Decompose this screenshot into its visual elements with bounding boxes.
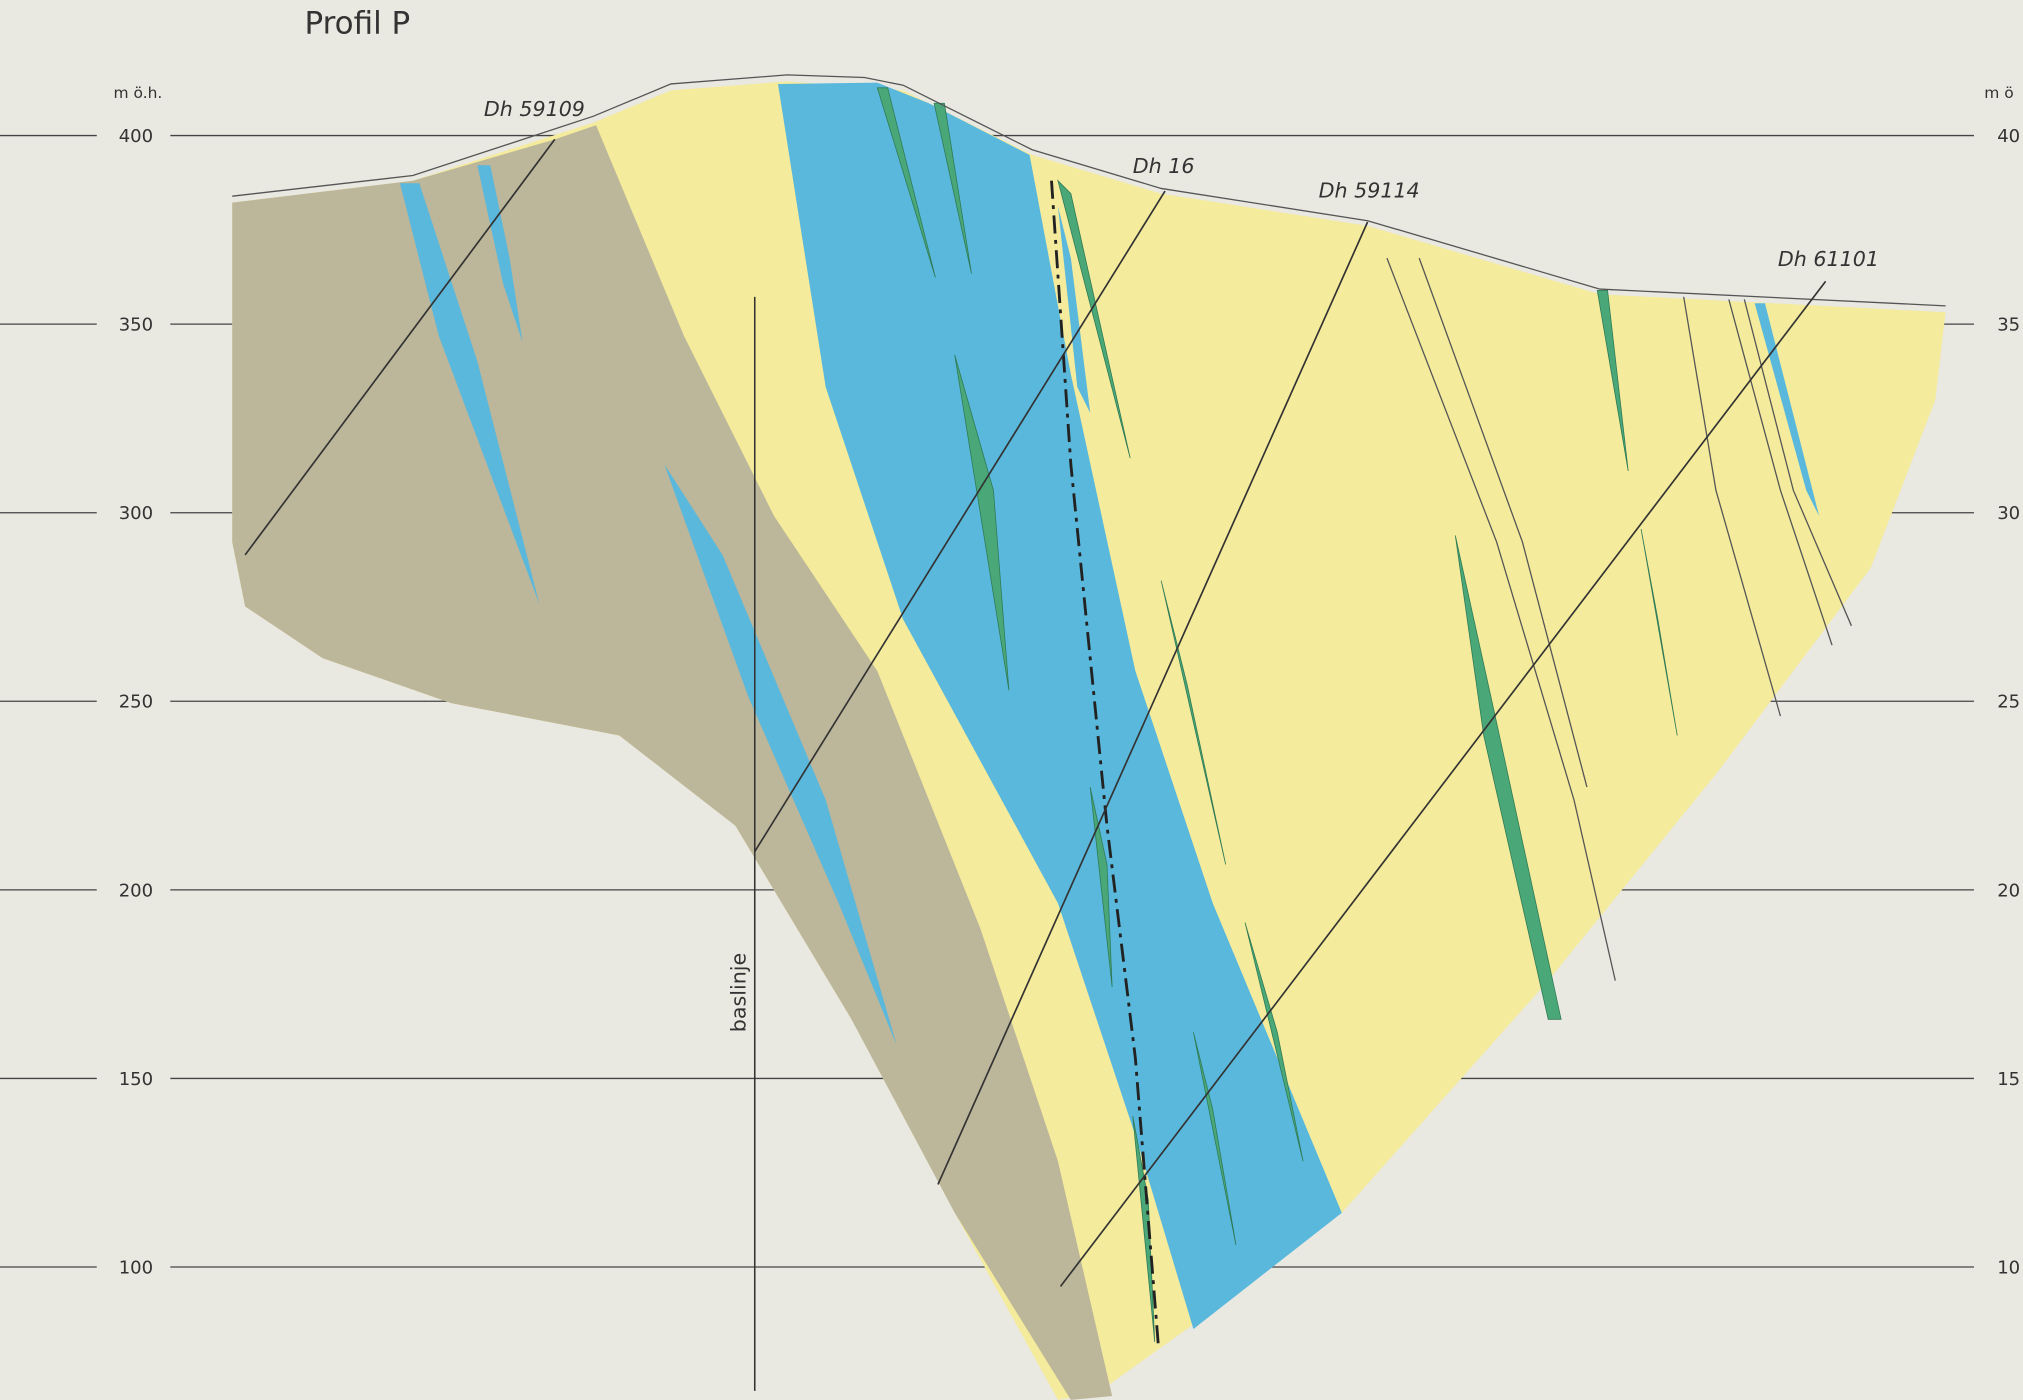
left-tick-label: 100 bbox=[119, 1257, 153, 1278]
blue-band bbox=[777, 82, 1342, 1329]
contacts bbox=[1386, 257, 1852, 981]
left-tick-label: 350 bbox=[119, 315, 153, 336]
drillhole-labels: Dh 59109 Dh 16 Dh 59114 Dh 61101 bbox=[484, 97, 1879, 271]
right-tick-label: 10 bbox=[1997, 1257, 2020, 1278]
baseline-label: baslinje bbox=[727, 953, 751, 1032]
grey-unit bbox=[232, 125, 1113, 1400]
green-lenses bbox=[876, 87, 1678, 1342]
drillhole-label: Dh 61101 bbox=[1778, 247, 1879, 271]
left-tick-label: 250 bbox=[119, 692, 153, 713]
left-tick-label: 300 bbox=[119, 503, 153, 524]
surface-line bbox=[232, 74, 1946, 307]
left-unit: m ö.h. bbox=[114, 84, 163, 102]
drillhole-label: Dh 16 bbox=[1133, 154, 1195, 178]
drillhole-label: Dh 59109 bbox=[484, 97, 585, 121]
right-tick-label: 15 bbox=[1997, 1069, 2020, 1090]
fault bbox=[1050, 180, 1160, 1349]
drillhole-label: Dh 59114 bbox=[1319, 178, 1420, 202]
left-tick-label: 150 bbox=[119, 1069, 153, 1090]
left-tick-label: 400 bbox=[119, 126, 153, 147]
right-tick-label: 25 bbox=[1997, 692, 2020, 713]
blue-lenses bbox=[399, 165, 1820, 1046]
drillholes bbox=[244, 138, 1827, 1287]
right-unit: m ö bbox=[1984, 84, 2013, 102]
left-tick-label: 200 bbox=[119, 880, 153, 901]
title: Profil P bbox=[304, 6, 410, 42]
right-tick-label: 20 bbox=[1997, 880, 2020, 901]
right-tick-label: 40 bbox=[1997, 126, 2020, 147]
right-tick-label: 35 bbox=[1997, 315, 2020, 336]
right-tick-label: 30 bbox=[1997, 503, 2020, 524]
